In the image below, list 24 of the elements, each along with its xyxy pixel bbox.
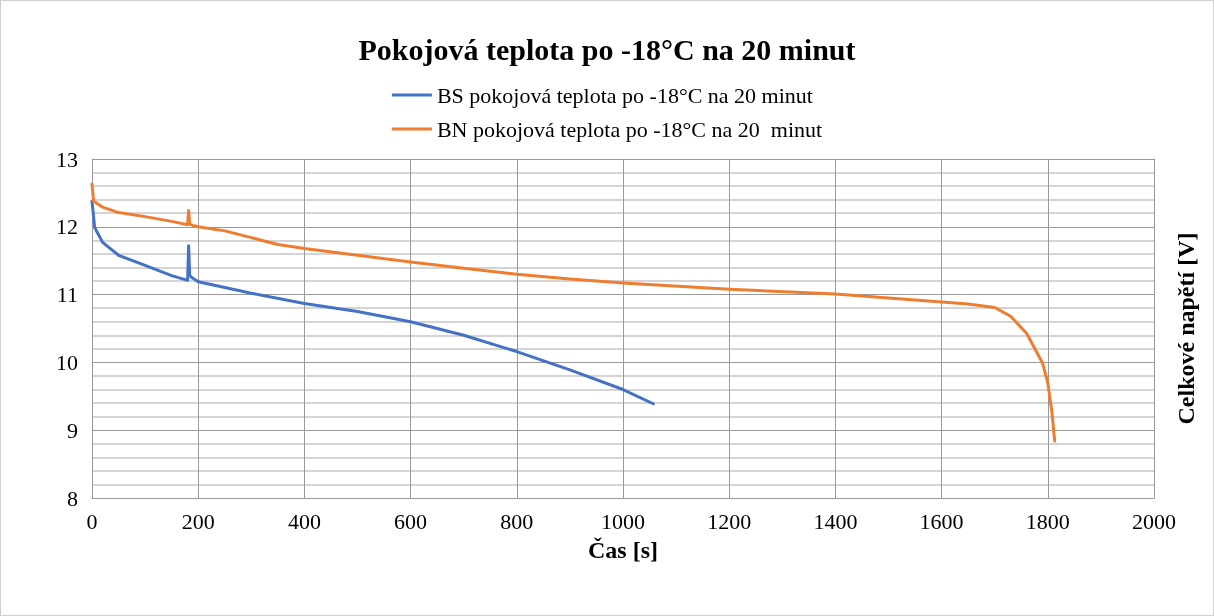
line-series [90, 182, 1057, 443]
x-tick-label: 1200 [707, 508, 752, 534]
chart-title: Pokojová teplota po -18°C na 20 minut [358, 32, 856, 66]
legend-label: BS pokojová teplota po -18°C na 20 minut [436, 82, 813, 108]
x-tick-label: 1400 [813, 508, 858, 534]
x-tick-label: 1000 [601, 508, 645, 534]
x-tick-label: 200 [181, 508, 215, 534]
x-tick-label: 400 [287, 508, 321, 534]
y-axis-title: Celkové napětí [V] [1173, 232, 1199, 425]
y-tick-label: 11 [56, 282, 78, 308]
y-tick-label: 9 [67, 417, 78, 443]
legend-label: BN pokojová teplota po -18°C na 20 minut [436, 116, 823, 142]
x-tick-label: 0 [86, 508, 98, 534]
line-series [90, 199, 655, 406]
y-tick-label: 10 [56, 349, 78, 375]
x-tick-label: 2000 [1132, 508, 1176, 534]
x-axis-title: Čas [s] [588, 537, 658, 563]
x-tick-label: 1600 [919, 508, 964, 534]
y-tick-label: 12 [56, 214, 78, 240]
x-tick-label: 800 [500, 508, 534, 534]
x-tick-label: 600 [394, 508, 428, 534]
y-tick-label: 13 [56, 146, 78, 172]
x-tick-label: 1800 [1025, 508, 1070, 534]
y-tick-label: 8 [67, 485, 78, 511]
